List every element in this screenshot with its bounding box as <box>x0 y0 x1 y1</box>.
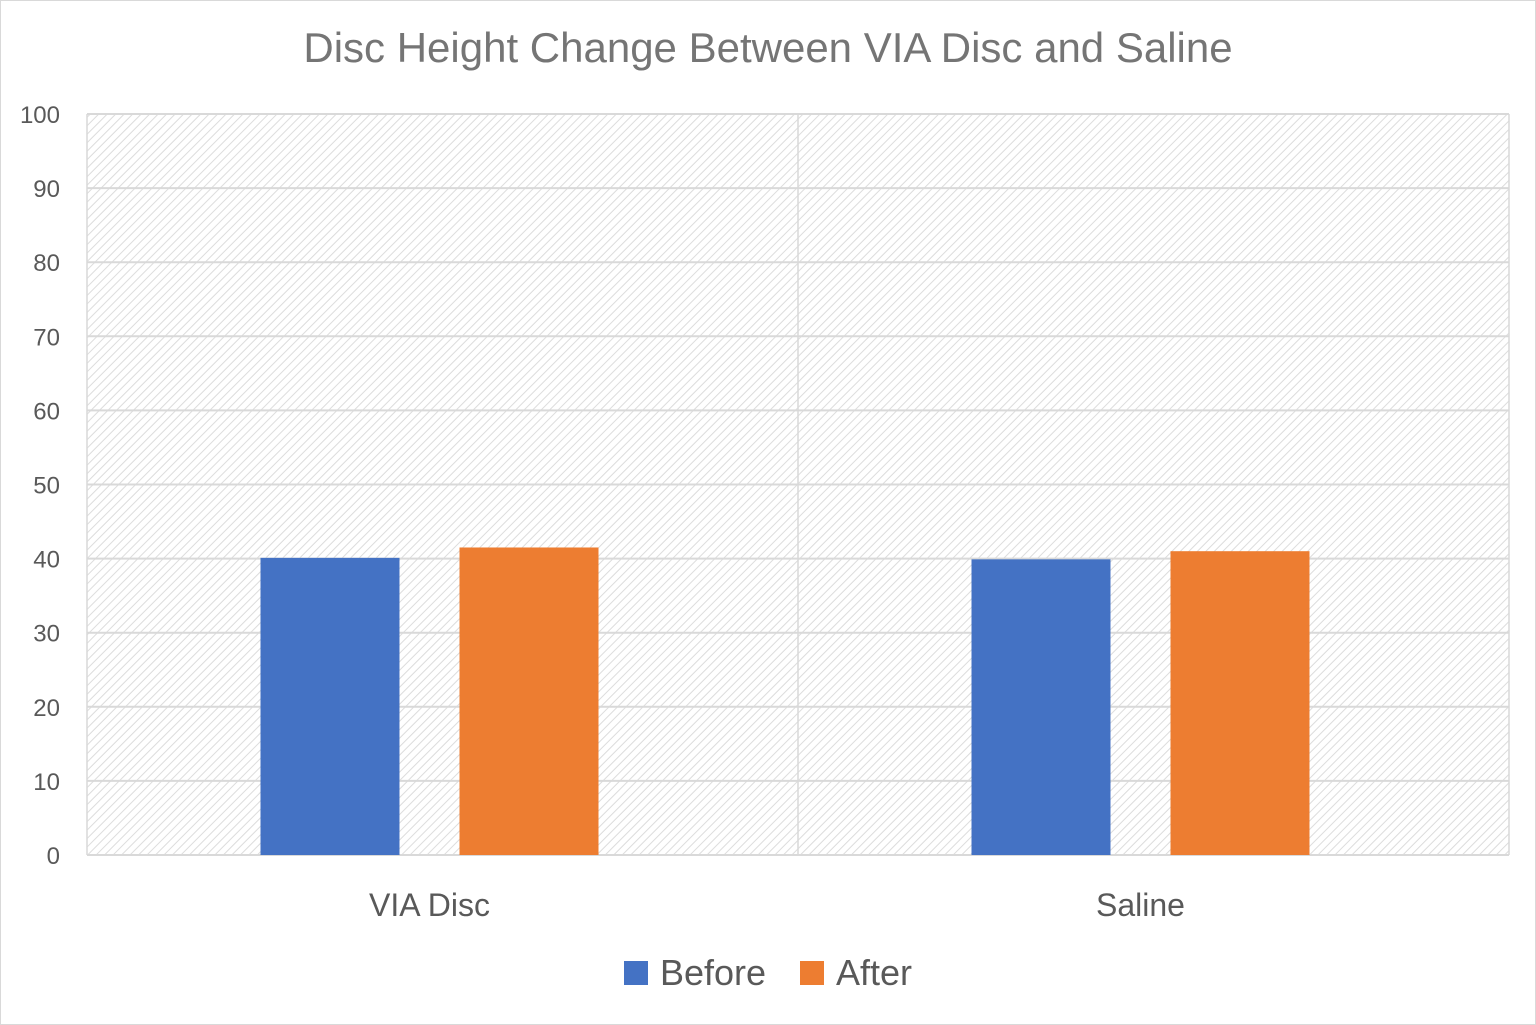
y-tick-label: 40 <box>33 547 60 574</box>
bar-after <box>459 547 599 855</box>
chart-title: Disc Height Change Between VIA Disc and … <box>303 24 1233 71</box>
y-tick-label: 70 <box>33 324 60 351</box>
y-tick-label: 0 <box>47 843 60 870</box>
bar-before <box>260 557 400 855</box>
y-tick-label: 60 <box>33 398 60 425</box>
y-tick-label: 30 <box>33 621 60 648</box>
y-tick-label: 90 <box>33 176 60 203</box>
legend-swatch <box>800 961 825 985</box>
legend-label: Before <box>659 952 767 993</box>
bar-after <box>1170 551 1310 855</box>
y-tick-label: 20 <box>33 695 60 722</box>
legend-item: Before <box>623 952 767 994</box>
x-tick-label: VIA Disc <box>369 887 490 923</box>
y-tick-label: 100 <box>20 102 60 129</box>
y-tick-label: 10 <box>33 769 60 796</box>
bar-before <box>971 559 1111 855</box>
legend-swatch <box>623 961 648 985</box>
legend-label: After <box>836 952 913 993</box>
legend-item: After <box>800 952 912 994</box>
y-tick-label: 80 <box>33 250 60 277</box>
x-tick-label: Saline <box>1096 887 1185 923</box>
y-tick-label: 50 <box>33 473 60 500</box>
legend: Before After <box>0 952 1536 994</box>
